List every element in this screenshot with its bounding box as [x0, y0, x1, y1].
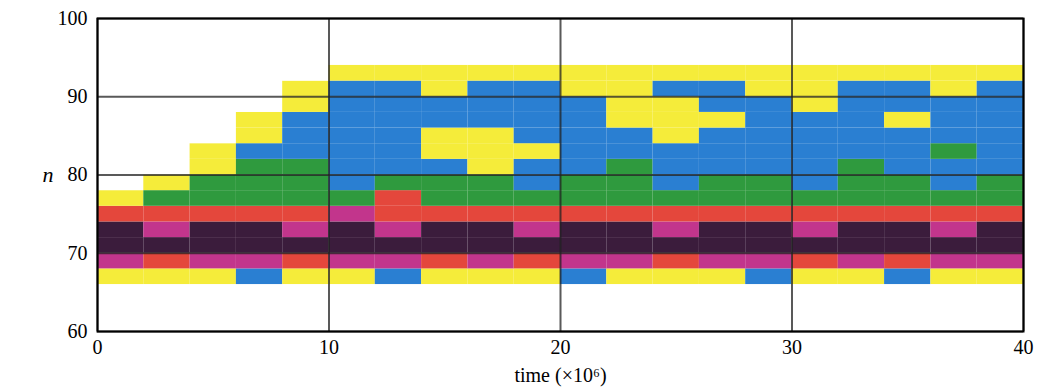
svg-text:90: 90	[68, 85, 88, 107]
svg-text:30: 30	[782, 336, 802, 358]
svg-text:80: 80	[68, 163, 88, 185]
svg-text:10: 10	[319, 336, 339, 358]
svg-text:0: 0	[93, 336, 103, 358]
svg-text:100: 100	[58, 7, 88, 29]
svg-text:n: n	[43, 162, 54, 187]
svg-text:time (×10⁶): time (×10⁶)	[514, 364, 606, 387]
svg-text:70: 70	[68, 242, 88, 264]
svg-text:40: 40	[1014, 336, 1034, 358]
svg-text:20: 20	[551, 336, 571, 358]
svg-text:60: 60	[68, 320, 88, 342]
